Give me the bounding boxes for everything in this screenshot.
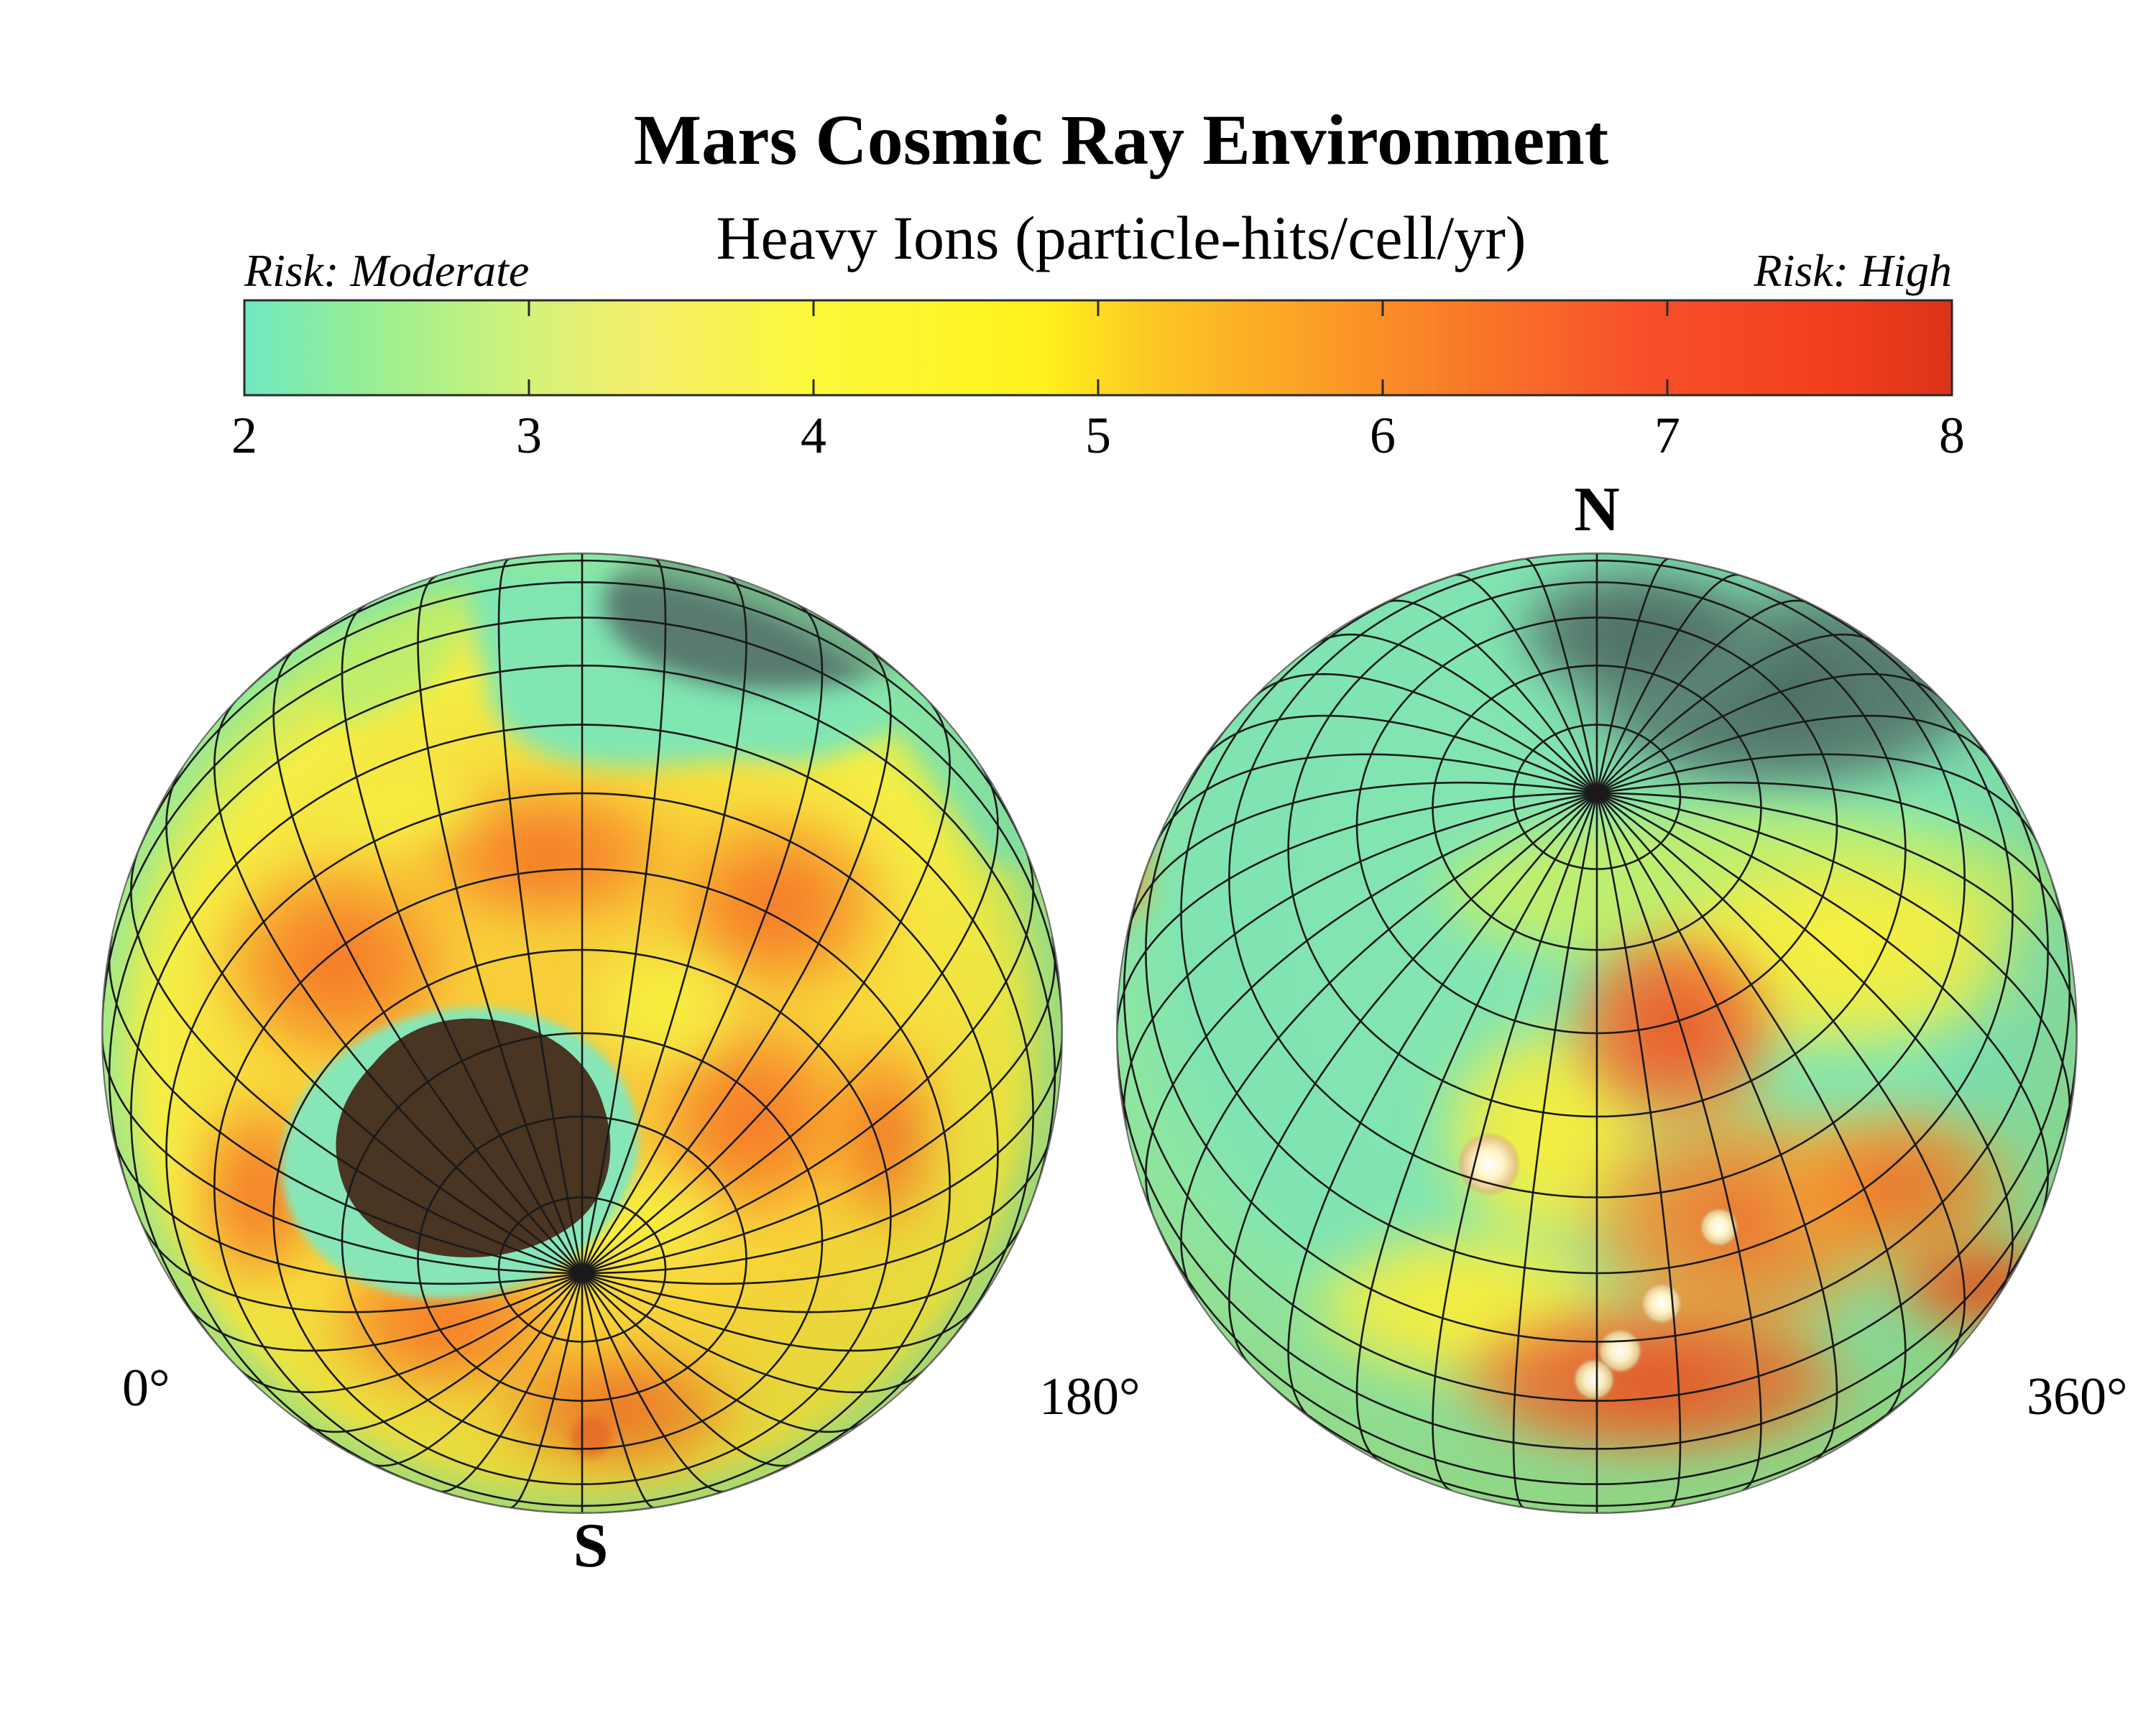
lon-label-left-start: 0° (122, 1359, 170, 1418)
colorbar-tick-label: 5 (1085, 407, 1111, 464)
globe-south-view (101, 553, 1063, 1514)
colorbar-tick-label: 3 (516, 407, 542, 464)
colorbar-tick-label: 2 (231, 407, 257, 464)
colorbar-tick-label: 4 (801, 407, 826, 464)
risk-moderate-label: Risk: Moderate (244, 245, 529, 296)
lon-label-right-end: 360° (2027, 1367, 2128, 1426)
colorbar: 2 3 4 5 6 7 8 (231, 299, 1965, 464)
chart-title: Mars Cosmic Ray Environment (634, 100, 1608, 180)
globe-north-view (1116, 553, 2078, 1514)
lon-label-left-end: 180° (1039, 1367, 1141, 1426)
colorbar-tick-label: 6 (1370, 407, 1396, 464)
colorbar-tick-label: 7 (1654, 407, 1680, 464)
risk-high-label: Risk: High (1754, 245, 1953, 296)
chart-subtitle: Heavy Ions (particle-hits/cell/yr) (716, 203, 1526, 272)
colorbar-ticks: 2 3 4 5 6 7 8 (231, 300, 1965, 464)
colorbar-tick-label: 8 (1939, 407, 1965, 464)
pole-label-north: N (1574, 475, 1620, 545)
pole-label-south: S (573, 1511, 609, 1581)
